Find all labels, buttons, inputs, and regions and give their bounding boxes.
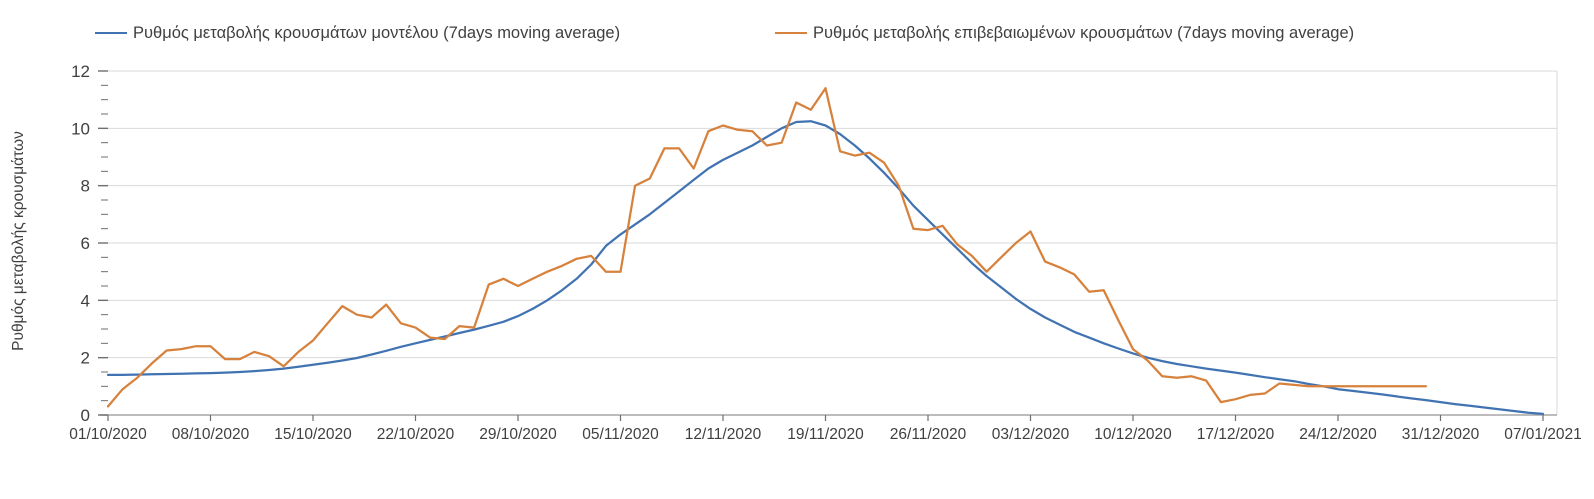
x-tick-label: 03/12/2020 <box>992 426 1070 443</box>
x-tick-label: 31/12/2020 <box>1402 426 1480 443</box>
x-tick-label: 17/12/2020 <box>1197 426 1275 443</box>
model-line-marker <box>95 31 127 35</box>
confirmed-line-marker <box>775 31 807 35</box>
y-axis-title: Ρυθμός μεταβολής κρουσμάτων <box>10 131 27 351</box>
series-line-confirmed <box>106 87 1428 408</box>
x-tick-label: 01/10/2020 <box>69 426 147 443</box>
y-tick-label: 0 <box>81 406 90 425</box>
x-tick-label: 12/11/2020 <box>685 426 762 443</box>
x-tick-label: 10/12/2020 <box>1094 426 1172 443</box>
legend-item-confirmed: Ρυθμός μεταβολής επιβεβαιωμένων κρουσμάτ… <box>775 20 1354 46</box>
legend-label-confirmed: Ρυθμός μεταβολής επιβεβαιωμένων κρουσμάτ… <box>813 23 1355 42</box>
x-tick-label: 08/10/2020 <box>172 426 250 443</box>
y-tick-label: 8 <box>81 177 90 196</box>
series-line-model <box>106 120 1545 416</box>
legend-label-model: Ρυθμός μεταβολής κρουσμάτων μοντέλου (7d… <box>133 23 621 42</box>
x-tick-label: 24/12/2020 <box>1299 426 1377 443</box>
chart-legend: Ρυθμός μεταβολής κρουσμάτων μοντέλου (7d… <box>0 20 1594 46</box>
legend-item-model: Ρυθμός μεταβολής κρουσμάτων μοντέλου (7d… <box>95 20 620 46</box>
y-tick-label: 2 <box>81 349 90 368</box>
y-tick-label: 4 <box>81 291 90 310</box>
x-tick-label: 07/01/2021 <box>1504 426 1582 443</box>
x-tick-label: 26/11/2020 <box>890 426 967 443</box>
x-tick-label: 29/10/2020 <box>479 426 557 443</box>
x-tick-label: 05/11/2020 <box>582 426 659 443</box>
x-tick-label: 15/10/2020 <box>274 426 352 443</box>
y-tick-label: 6 <box>81 234 90 253</box>
x-tick-label: 22/10/2020 <box>377 426 455 443</box>
y-tick-label: 12 <box>71 62 90 81</box>
x-tick-label: 19/11/2020 <box>787 426 864 443</box>
y-tick-label: 10 <box>71 119 90 138</box>
